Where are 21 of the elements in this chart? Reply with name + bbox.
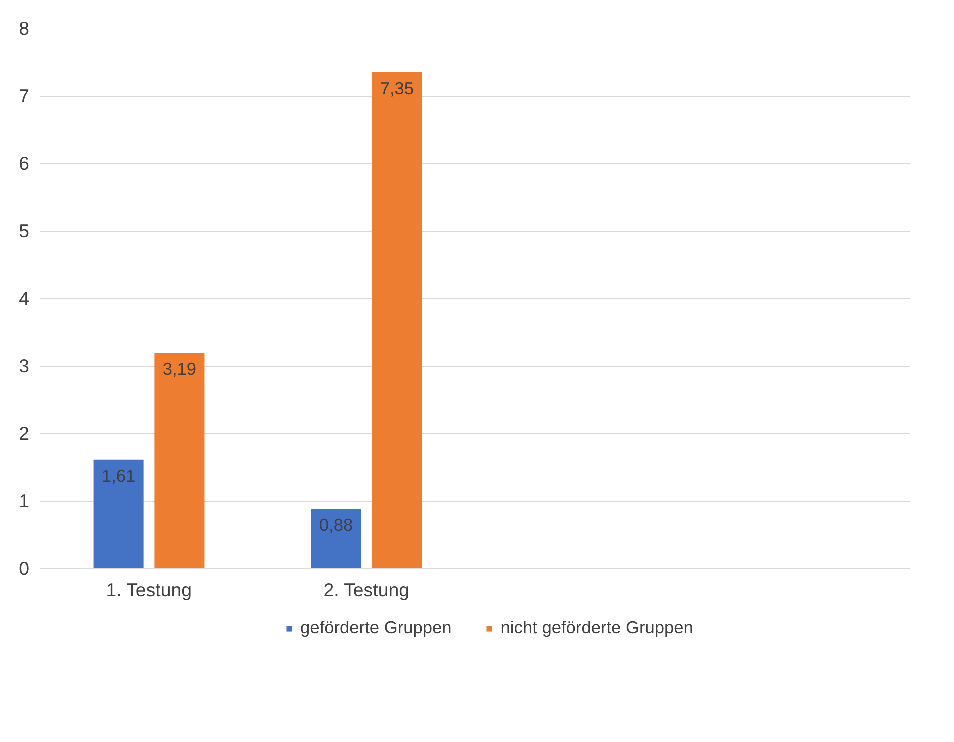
data-label: 7,35	[380, 78, 414, 98]
x-tick-label: 1. Testung	[106, 580, 192, 600]
y-tick-label: 5	[19, 220, 30, 242]
data-label: 0,88	[319, 515, 354, 536]
y-tick-label: 0	[19, 558, 30, 579]
y-tick-label: 3	[19, 356, 30, 376]
y-tick-label: 8	[19, 18, 30, 39]
bar	[372, 72, 422, 568]
y-tick-label: 4	[19, 288, 30, 309]
bar	[311, 509, 362, 568]
y-tick-label: 2	[19, 423, 30, 444]
data-label: 1,61	[102, 466, 136, 486]
legend-label: nicht geförderte Gruppen	[500, 618, 694, 638]
bar	[154, 353, 205, 568]
y-tick-label: 6	[19, 153, 30, 174]
legend-label: geförderte Gruppen	[300, 618, 452, 638]
bar	[94, 460, 144, 568]
x-tick-label: 2. Testung	[324, 580, 410, 600]
data-label: 3,19	[162, 359, 197, 380]
y-tick-label: 1	[19, 490, 30, 512]
y-tick-label: 7	[19, 86, 30, 106]
